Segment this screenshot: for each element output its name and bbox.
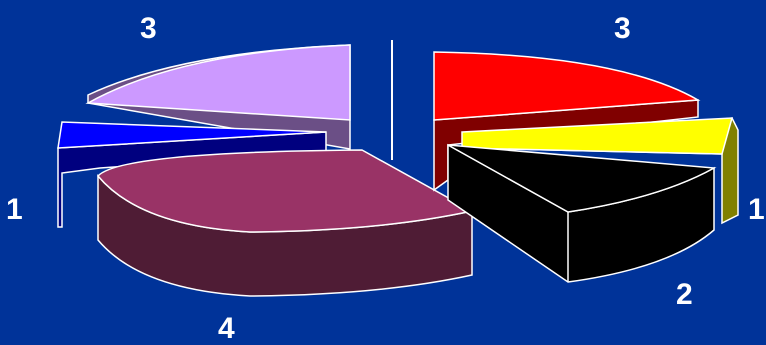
left-slice-3-data-label: 3: [140, 12, 157, 45]
left-slice-4: [97, 149, 475, 297]
left-slice-3: [85, 44, 351, 150]
right-slice-2: [447, 143, 717, 283]
right-slice-1-data-label: 1: [748, 193, 765, 226]
left-slice-4-data-label: 4: [218, 312, 235, 345]
right-slice-2-data-label: 2: [676, 278, 693, 311]
right-slice-3-data-label: 3: [614, 12, 631, 45]
left-slice-1-data-label: 1: [6, 193, 23, 226]
right-slice-1: [461, 117, 739, 225]
